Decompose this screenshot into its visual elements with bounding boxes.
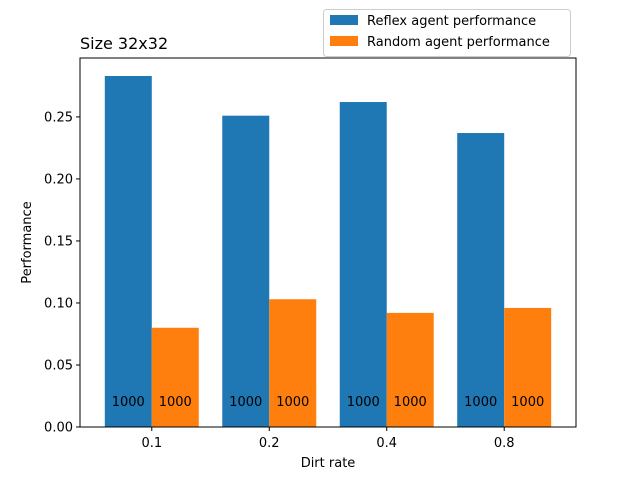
bar-count-label: 1000 (394, 395, 427, 410)
bar-random-0.1 (151, 327, 199, 427)
bar-count-label: 1000 (464, 395, 497, 410)
y-tick-label: 0.05 (44, 358, 73, 373)
bar-count-label: 1000 (276, 395, 309, 410)
bar-count-label: 1000 (159, 395, 192, 410)
x-axis-label: Dirt rate (301, 456, 356, 471)
legend-label-reflex: Reflex agent performance (367, 14, 536, 29)
y-tick-label: 0.00 (44, 421, 73, 436)
bar-count-label: 1000 (229, 395, 262, 410)
y-tick-label: 0.25 (44, 110, 73, 125)
bar-reflex-0.8 (457, 133, 505, 427)
bar-reflex-0.4 (339, 102, 387, 428)
legend: Reflex agent performance Random agent per… (323, 9, 571, 57)
bar-random-0.8 (504, 307, 552, 427)
x-axis-ticks: 0.1 0.2 0.4 0.8 (141, 427, 515, 451)
bar-labels-group: 1000 1000 1000 1000 1000 1000 1000 1000 (112, 395, 545, 410)
chart-title: Size 32x32 (80, 34, 168, 53)
bar-random-0.4 (386, 312, 434, 427)
bar-reflex-0.2 (222, 115, 270, 427)
bar-count-label: 1000 (511, 395, 544, 410)
bar-count-label: 1000 (347, 395, 380, 410)
legend-swatch-random (330, 36, 358, 46)
plot-frame (79, 57, 577, 428)
legend-swatch-reflex (330, 15, 358, 25)
bar-count-label: 1000 (112, 395, 145, 410)
x-tick-label: 0.1 (141, 436, 162, 451)
y-tick-label: 0.20 (44, 172, 73, 187)
bars-group (104, 75, 552, 428)
y-tick-label: 0.10 (44, 296, 73, 311)
y-axis-ticks: 0.00 0.05 0.10 0.15 0.20 0.25 (44, 110, 80, 436)
x-tick-label: 0.4 (376, 436, 397, 451)
x-tick-label: 0.8 (494, 436, 515, 451)
legend-box (323, 9, 571, 57)
y-tick-label: 0.15 (44, 234, 73, 249)
bar-random-0.2 (269, 299, 317, 427)
bar-reflex-0.1 (104, 75, 152, 428)
y-axis-label: Performance (20, 201, 35, 283)
x-tick-label: 0.2 (259, 436, 280, 451)
legend-label-random: Random agent performance (367, 35, 550, 50)
